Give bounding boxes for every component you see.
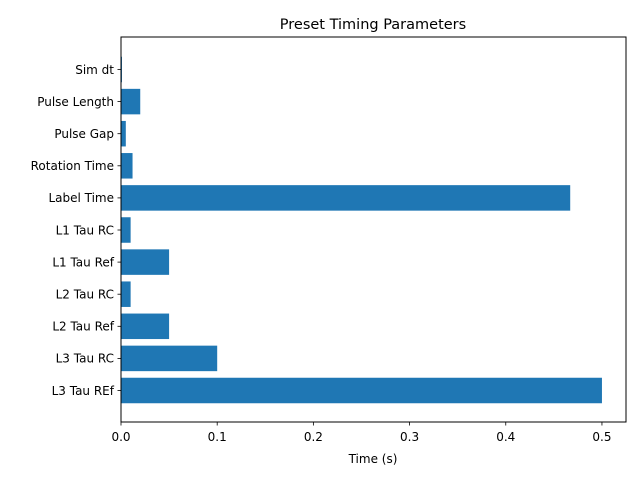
bar-l2-tau-rc: [121, 281, 131, 307]
x-axis-label: Time (s): [348, 452, 398, 466]
y-tick-label: Rotation Time: [31, 159, 114, 173]
y-tick-label: Sim dt: [75, 63, 114, 77]
bar-l1-tau-ref: [121, 249, 170, 275]
x-tick-label: 0.4: [496, 430, 515, 444]
chart-title: Preset Timing Parameters: [280, 17, 466, 33]
bar-pulse-gap: [121, 120, 126, 147]
bar-l2-tau-ref: [121, 313, 170, 340]
x-tick-label: 0.1: [208, 430, 227, 444]
x-tick-label: 0.3: [400, 430, 419, 444]
x-tick-label: 0.5: [592, 430, 611, 444]
x-tick-label: 0.0: [111, 430, 130, 444]
y-tick-label: L2 Tau RC: [56, 288, 114, 302]
x-axis: 0.0 0.1 0.2 0.3 0.4 0.5: [111, 422, 611, 444]
y-tick-label: L3 Tau RC: [56, 352, 114, 366]
bars-group: [121, 56, 602, 404]
y-tick-label: Label Time: [48, 191, 114, 205]
y-tick-label: Pulse Gap: [54, 127, 114, 141]
bar-l3-tau-ref: [121, 377, 602, 404]
y-axis: Sim dt Pulse Length Pulse Gap Rotation Time…: [31, 63, 121, 398]
y-tick-label: L2 Tau Ref: [52, 320, 114, 334]
bar-l3-tau-rc: [121, 345, 218, 372]
bar-label-time: [121, 185, 571, 211]
bar-pulse-length: [121, 88, 141, 115]
x-tick-label: 0.2: [304, 430, 323, 444]
plot-frame: [120, 36, 627, 423]
y-tick-label: L1 Tau Ref: [52, 255, 114, 269]
y-tick-label: L3 Tau REf: [52, 384, 115, 398]
y-tick-label: L1 Tau RC: [56, 223, 114, 237]
bar-l1-tau-rc: [121, 217, 131, 243]
y-tick-label: Pulse Length: [37, 95, 114, 109]
bar-rotation-time: [121, 153, 133, 179]
